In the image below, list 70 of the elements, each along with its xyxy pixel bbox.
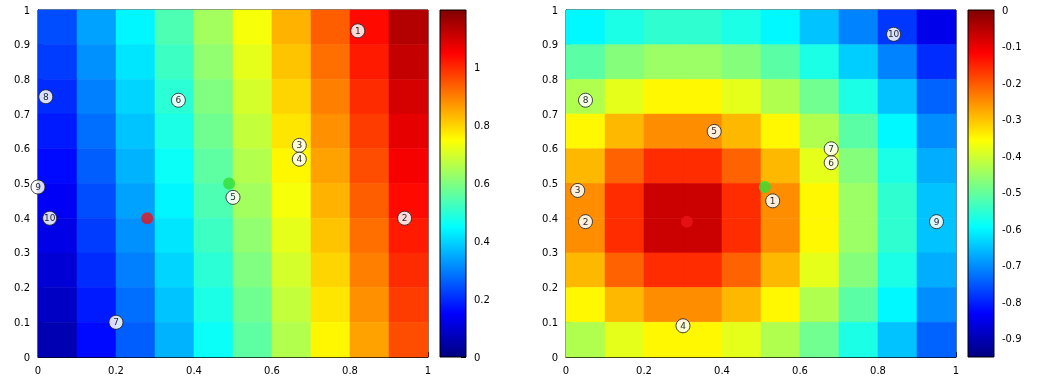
color-bar-label: -0.2 [1002, 77, 1022, 89]
annotation: 10 [43, 213, 56, 224]
annotation: 1 [354, 25, 361, 36]
annotation: 4 [680, 320, 687, 331]
x-tick-label: 1 [952, 364, 960, 376]
annotation: 5 [230, 192, 236, 203]
y-tick-label: 0 [551, 351, 558, 363]
color-bar-label: -0.5 [1002, 187, 1022, 199]
x-tick-label: 1 [424, 364, 432, 376]
color-bar-label: -0.6 [1002, 223, 1022, 235]
y-tick-label: 0.3 [542, 247, 558, 259]
annotation: 8 [42, 91, 49, 102]
annotation: 3 [296, 140, 303, 151]
annotation: 6 [828, 157, 835, 168]
x-tick-label: 0.8 [342, 364, 358, 376]
color-bar-label: 0 [474, 351, 481, 363]
color-bar-label: 0.8 [474, 120, 490, 132]
y-tick-label: 0.8 [542, 73, 558, 85]
y-tick-label: 0.1 [542, 316, 558, 328]
color-bar-label: -0.8 [1002, 296, 1022, 308]
x-tick-label: 0.4 [714, 364, 730, 376]
color-bar-label: -0.9 [1002, 333, 1022, 345]
y-tick-label: 0.1 [14, 316, 30, 328]
x-tick-label: 0.2 [108, 364, 124, 376]
y-tick-label: 0.3 [14, 247, 30, 259]
annotation: 3 [574, 185, 581, 196]
x-tick-label: 0 [562, 364, 570, 376]
annotation: 9 [933, 216, 940, 227]
annotation: 2 [401, 213, 408, 224]
color-bar-label: -0.4 [1002, 150, 1022, 162]
annotation: 8 [582, 95, 589, 106]
color-bar-label: -0.1 [1002, 41, 1022, 53]
color-bar-label: 0 [1002, 4, 1009, 16]
y-tick-label: 0.7 [542, 108, 558, 120]
y-tick-label: 1 [23, 4, 30, 16]
annotation: 4 [296, 154, 303, 165]
y-tick-label: 1 [551, 4, 558, 16]
x-tick-label: 0.4 [186, 364, 202, 376]
x-tick-label: 0.8 [870, 364, 886, 376]
annotation: 6 [175, 95, 182, 106]
y-tick-label: 0.2 [14, 282, 30, 294]
annotation: 9 [35, 181, 42, 192]
color-bar-label: 1 [474, 62, 481, 74]
y-tick-label: 0.8 [14, 73, 30, 85]
x-tick-label: 0.2 [636, 364, 652, 376]
color-bar-label: -0.3 [1002, 114, 1022, 126]
y-tick-label: 0.2 [542, 282, 558, 294]
x-tick-label: 0 [34, 364, 42, 376]
x-tick-label: 0.6 [792, 364, 808, 376]
annotation: 7 [828, 143, 835, 154]
y-tick-label: 0.9 [542, 39, 558, 51]
y-tick-label: 0.5 [14, 178, 30, 189]
y-tick-label: 0.9 [14, 39, 30, 51]
color-bar-label: 0.6 [474, 178, 490, 189]
y-tick-label: 0 [23, 351, 30, 363]
y-tick-label: 0.6 [542, 143, 558, 155]
annotation: 10 [887, 29, 900, 40]
annotation: 7 [113, 317, 119, 328]
color-bar-label: 0.2 [474, 293, 490, 305]
y-tick-label: 0.7 [14, 108, 30, 120]
y-tick-label: 0.4 [542, 212, 558, 224]
color-bar-label: 0.4 [474, 235, 490, 247]
y-tick-label: 0.6 [14, 143, 30, 155]
x-tick-label: 0.6 [264, 364, 280, 376]
y-tick-label: 0.5 [542, 178, 558, 189]
annotation: 5 [711, 126, 718, 137]
annotation: 2 [582, 216, 589, 227]
y-tick-label: 0.4 [14, 212, 30, 224]
color-bar-label: -0.7 [1002, 260, 1022, 272]
annotation: 1 [769, 195, 776, 206]
